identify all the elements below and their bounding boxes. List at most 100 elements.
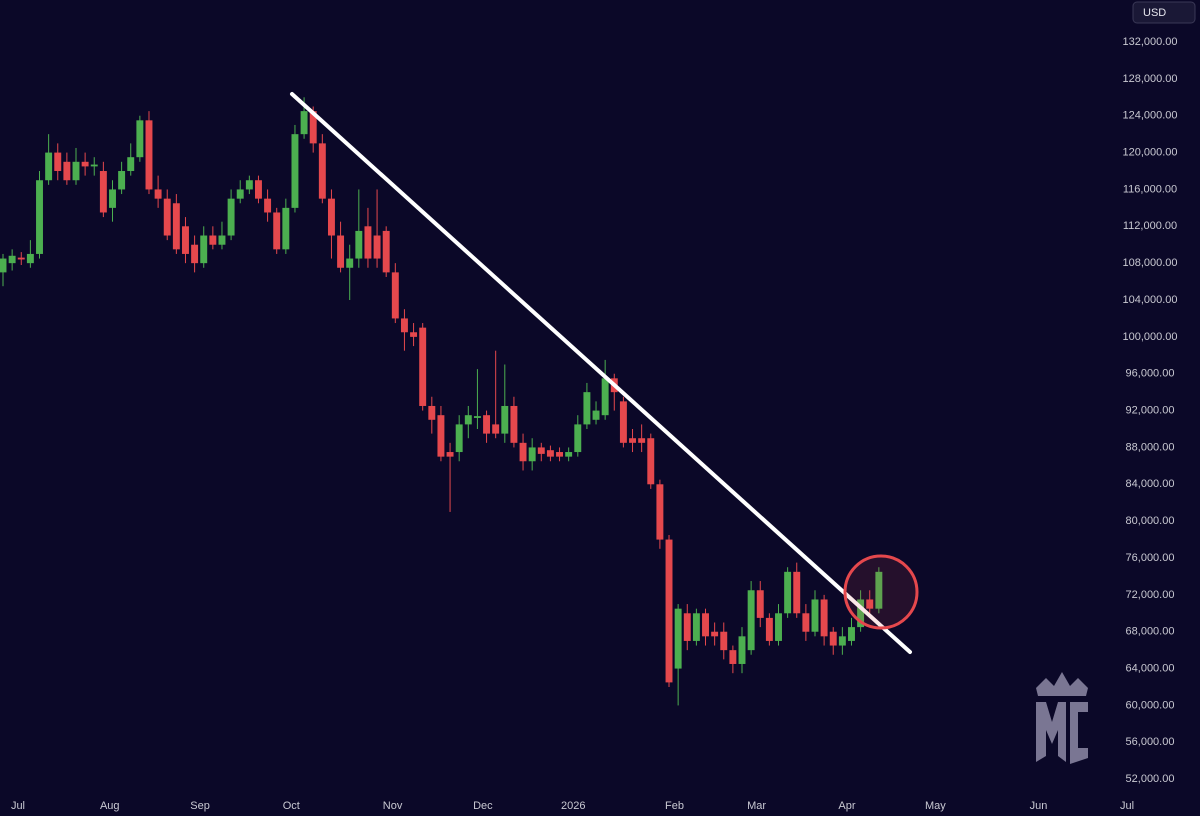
y-tick-label: 96,000.00 [1126,368,1175,380]
candle-body [711,631,719,637]
y-tick-label: 112,000.00 [1123,220,1177,232]
candle-body [519,442,527,462]
candle-body [583,392,591,425]
candle-body [510,405,518,443]
y-tick-label: 64,000.00 [1126,662,1175,674]
y-tick-label: 60,000.00 [1126,699,1175,711]
y-tick-label: 88,000.00 [1126,441,1175,453]
y-tick-label: 108,000.00 [1122,257,1177,269]
candle-body [337,235,345,268]
currency-label: USD [1143,7,1166,19]
y-tick-label: 124,000.00 [1122,110,1177,122]
y-tick-label: 68,000.00 [1126,626,1175,638]
candle-body [720,631,728,651]
candle-body [601,378,609,416]
candle-body [136,120,144,158]
candle-body [437,415,445,457]
candle-body [848,627,855,641]
candle-body [829,631,837,646]
candle-body [683,613,691,641]
x-tick-label: Sep [190,800,210,812]
candle-body [455,424,463,453]
candle-body [492,424,500,434]
candle-body [875,571,883,609]
y-tick-label: 72,000.00 [1126,589,1175,601]
candle-body [784,571,792,614]
candle-body [191,244,199,264]
candle-body [537,447,545,454]
candle-body [629,438,636,443]
candle-body [300,111,308,135]
x-tick-label: Aug [100,800,120,812]
logo-letter-m [1036,702,1066,762]
candle-body [446,452,454,457]
candle-body [145,120,153,190]
candle-body [245,180,253,190]
candle-body [254,180,262,199]
candle-body [464,415,472,425]
x-tick-label: Mar [747,800,766,812]
candle-body [647,438,655,485]
candle-body [391,272,399,319]
candle-body [36,180,43,254]
candle-body [54,152,62,172]
candle-body [364,226,372,259]
candle-body [866,599,874,609]
candle-body [619,401,627,443]
candle-body [309,111,317,144]
currency-box [1132,1,1196,24]
x-tick-label: May [925,800,946,812]
y-tick-label: 92,000.00 [1126,404,1175,416]
candle-body [674,608,682,669]
candle-body [273,212,281,250]
candle-body [838,636,846,646]
y-tick-label: 76,000.00 [1126,552,1175,564]
candle-body [857,599,865,628]
candle-body [775,613,782,641]
candle-body [373,235,381,259]
logo-letter-c [1070,702,1088,764]
candle-body [556,452,564,457]
candle-body [428,405,436,420]
candle-body [765,617,773,641]
candle-body [355,230,363,259]
candle-body [565,452,573,457]
candle-body [501,405,509,434]
candle-body [656,484,664,540]
x-tick-label: Apr [838,800,855,812]
y-tick-label: 120,000.00 [1122,146,1177,158]
watermark-logo [1036,672,1088,764]
y-tick-label: 128,000.00 [1122,73,1177,85]
y-tick-label: 80,000.00 [1126,515,1175,527]
y-tick-label: 116,000.00 [1123,183,1177,195]
x-tick-label: Nov [383,800,403,812]
candle-body [45,152,53,181]
candles [0,97,883,706]
candle-body [473,416,481,418]
candle-body [172,203,180,250]
candle-body [264,198,272,213]
candle-body [410,332,418,337]
y-tick-label: 104,000.00 [1122,294,1177,306]
candle-body [209,235,217,245]
candle-body [802,613,810,632]
candle-body [127,157,135,172]
candle-body [291,134,299,208]
candle-body [546,450,554,457]
candle-body [163,198,171,236]
candle-body [282,207,290,250]
highlight-circle [843,554,919,630]
y-tick-label: 100,000.00 [1122,331,1177,343]
candle-body [574,424,582,453]
candle-body [218,235,226,245]
candle-body [182,226,189,254]
candle-body [483,415,491,434]
candle-body [17,257,25,260]
candle-body [382,230,390,273]
y-tick-label: 52,000.00 [1126,773,1175,785]
candle-body [702,613,709,637]
candle-body [0,258,7,273]
x-tick-label: Dec [473,800,493,812]
